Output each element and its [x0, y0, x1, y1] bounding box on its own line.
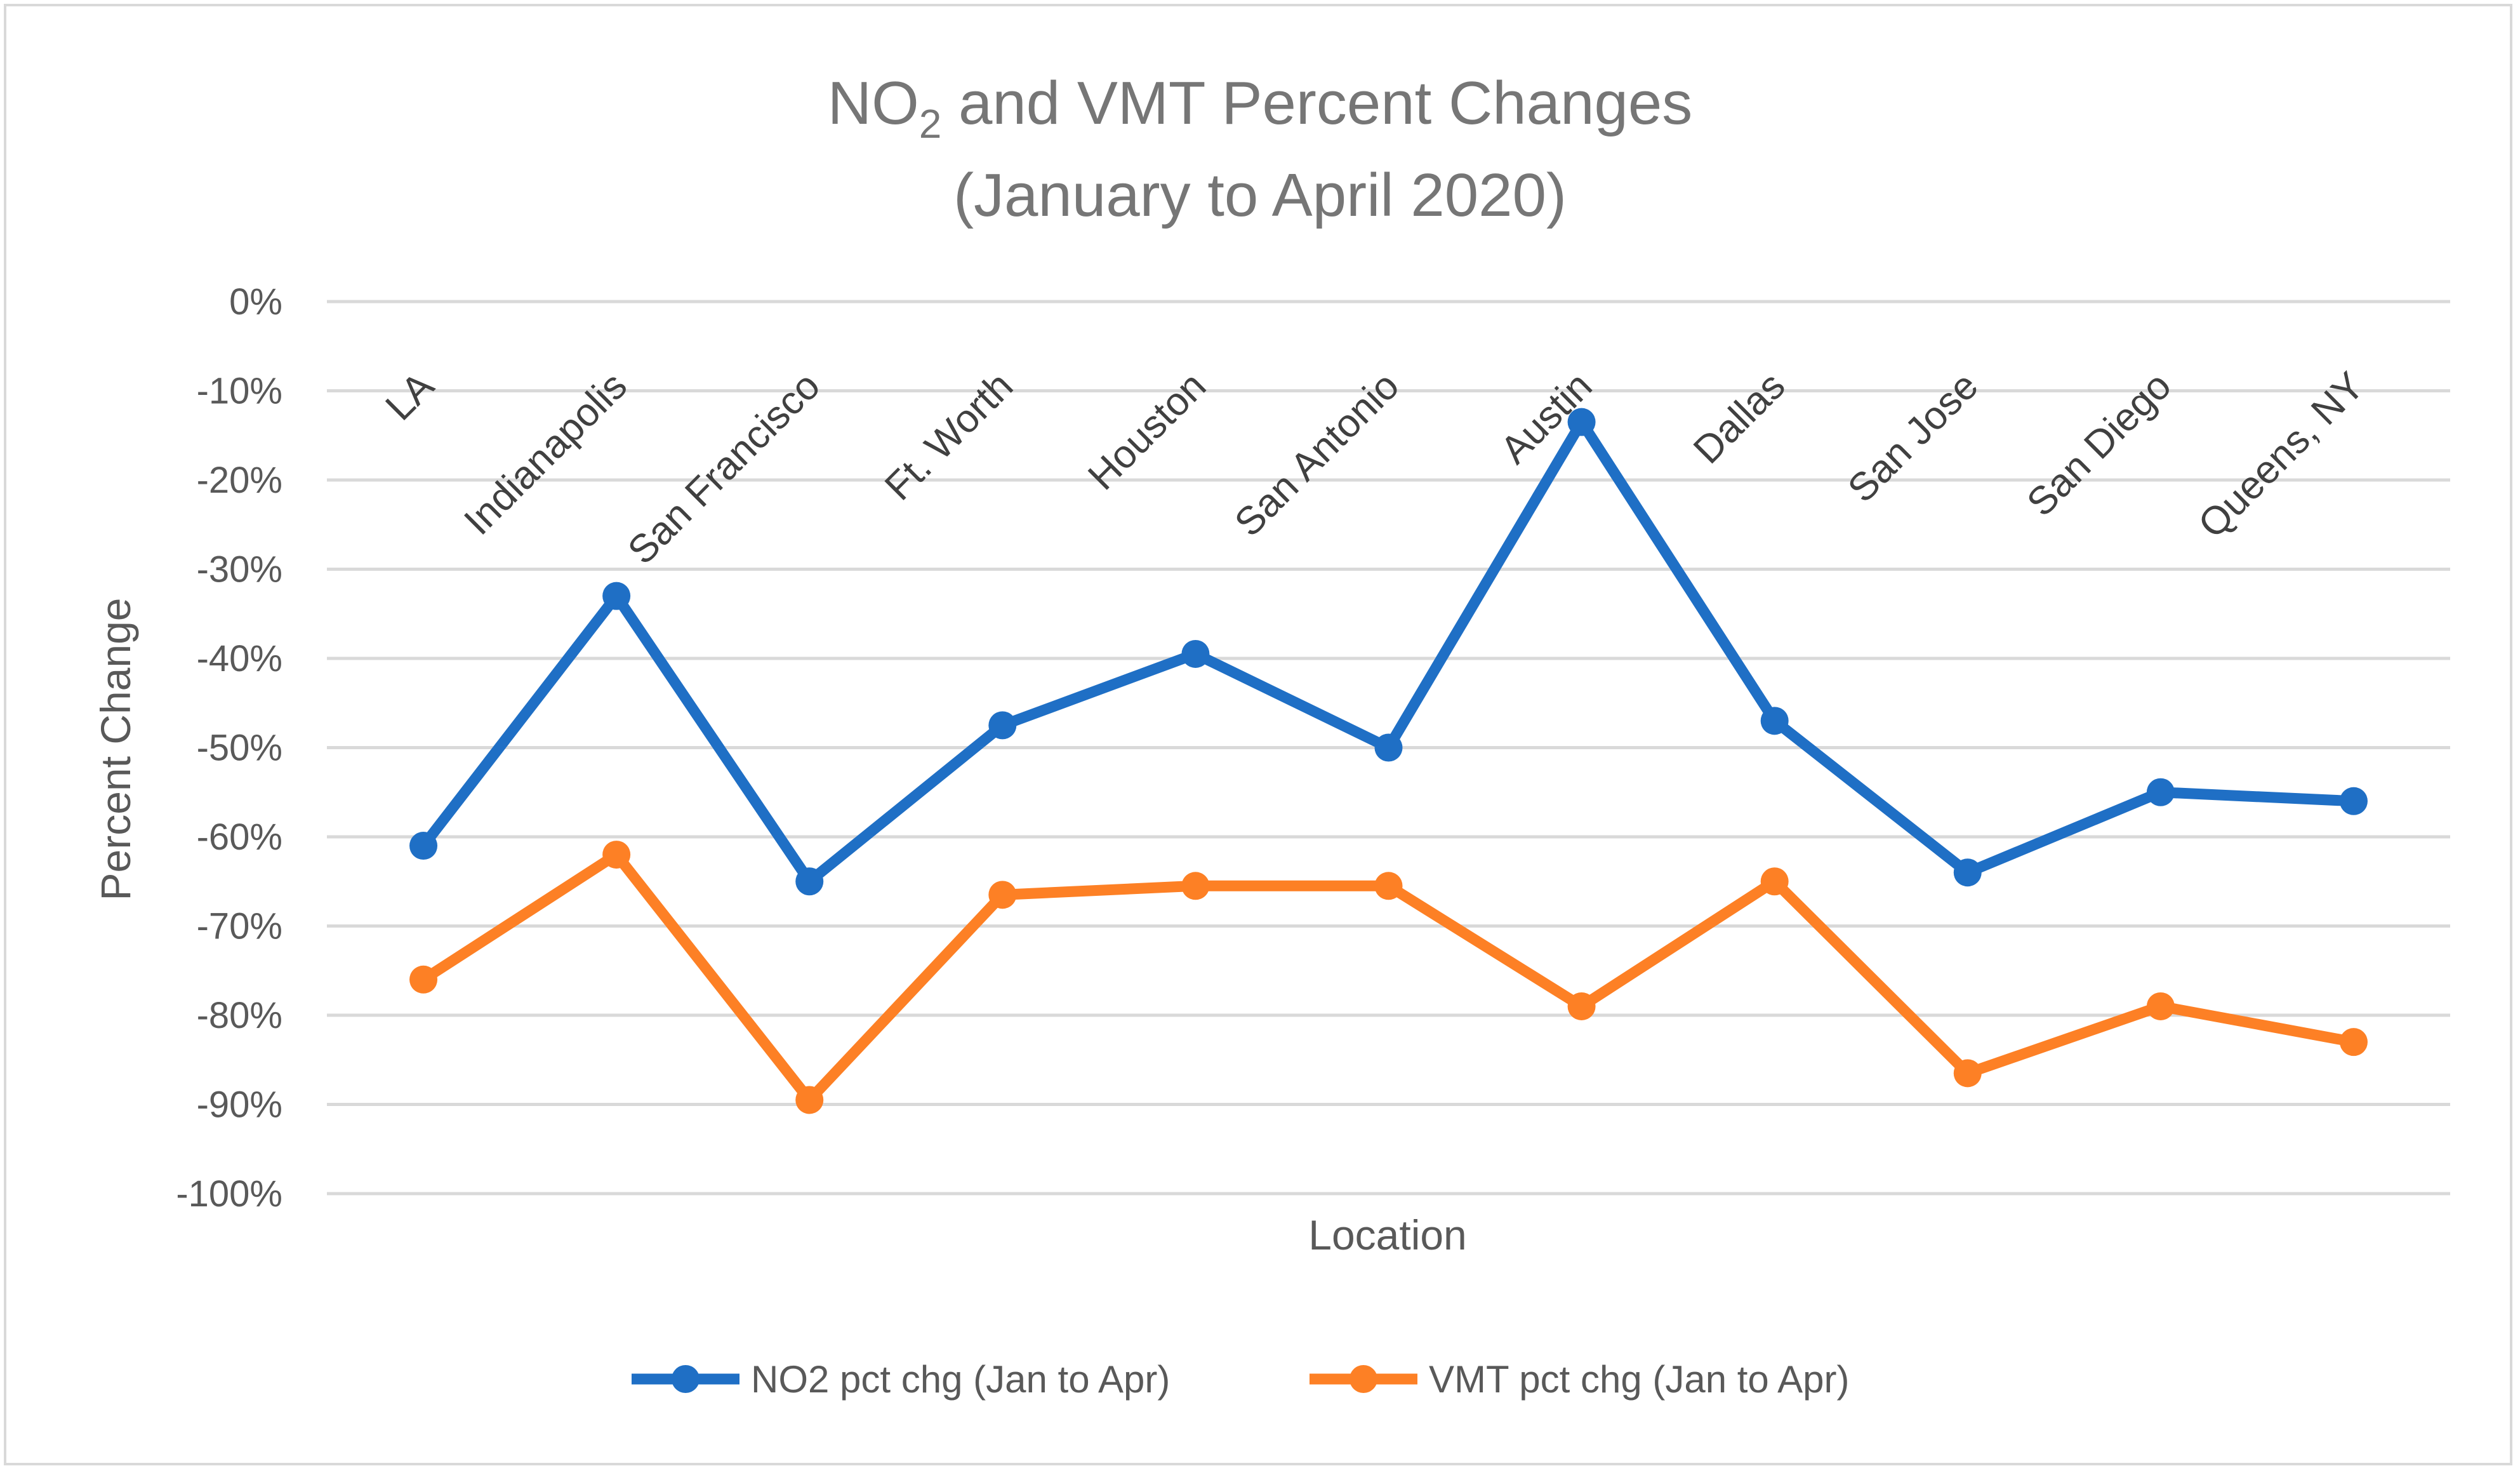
- category-label: Houston: [1080, 364, 1214, 498]
- legend-swatch-marker: [1350, 1365, 1377, 1393]
- data-point: [1374, 872, 1403, 900]
- data-point: [795, 1086, 824, 1114]
- data-point: [2339, 787, 2368, 815]
- data-point: [1953, 1059, 1982, 1088]
- y-axis-title: Percent Change: [92, 598, 139, 901]
- chart-title-subscript: 2: [919, 101, 942, 147]
- y-tick-label: -80%: [197, 995, 282, 1036]
- data-point: [1181, 872, 1210, 900]
- legend-label: VMT pct chg (Jan to Apr): [1429, 1358, 1850, 1401]
- legend-label: NO2 pct chg (Jan to Apr): [751, 1358, 1170, 1401]
- data-point: [1760, 707, 1789, 735]
- chart-title-line2: (January to April 2020): [953, 161, 1567, 229]
- data-point: [409, 832, 438, 860]
- data-point: [795, 867, 824, 896]
- y-tick-label: -100%: [176, 1173, 282, 1215]
- y-tick-label: 0%: [229, 281, 282, 323]
- data-point: [1181, 639, 1210, 668]
- data-point: [2146, 778, 2175, 806]
- y-tick-label: -40%: [197, 638, 282, 679]
- legend-item: VMT pct chg (Jan to Apr): [1310, 1358, 1850, 1401]
- category-label: Ft. Worth: [877, 364, 1021, 509]
- category-label: LA: [378, 364, 443, 429]
- series-group: [409, 408, 2368, 1114]
- data-point: [1567, 408, 1596, 436]
- y-tick-label: -70%: [197, 906, 282, 947]
- data-point: [2146, 992, 2175, 1020]
- data-point: [1953, 858, 1982, 887]
- legend-item: NO2 pct chg (Jan to Apr): [632, 1358, 1170, 1401]
- chart-title-line1: NO2 and VMT Percent Changes: [828, 69, 1692, 147]
- data-point: [2339, 1028, 2368, 1056]
- x-axis-title: Location: [1308, 1211, 1467, 1258]
- category-label: San Jose: [1840, 364, 1987, 511]
- data-point: [602, 582, 631, 610]
- category-label: San Diego: [2019, 364, 2180, 525]
- series-1: [409, 408, 2368, 896]
- gridlines: [327, 300, 2450, 1196]
- y-tick-label: -20%: [197, 460, 282, 501]
- y-tick-label: -30%: [197, 549, 282, 590]
- category-label: Dallas: [1685, 364, 1794, 472]
- chart-frame: [4, 4, 2512, 1465]
- y-tick-label: -10%: [197, 371, 282, 412]
- data-point: [1374, 733, 1403, 762]
- data-point: [1567, 992, 1596, 1020]
- data-point: [409, 965, 438, 994]
- y-tick-label: -60%: [197, 816, 282, 858]
- legend-swatch-marker: [672, 1365, 700, 1393]
- legend: NO2 pct chg (Jan to Apr) VMT pct chg (Jan…: [632, 1358, 1850, 1401]
- data-point: [988, 881, 1017, 909]
- y-tick-label: -50%: [197, 728, 282, 769]
- data-point: [602, 841, 631, 869]
- data-point: [988, 711, 1017, 740]
- y-axis-ticks: 0% -10% -20% -30% -40% -50% -60% -70% -80% -90% -1…: [176, 281, 282, 1215]
- series-2: [409, 841, 2368, 1114]
- y-tick-label: -90%: [197, 1084, 282, 1126]
- data-point: [1760, 867, 1789, 896]
- category-label: San Francisco: [620, 364, 828, 573]
